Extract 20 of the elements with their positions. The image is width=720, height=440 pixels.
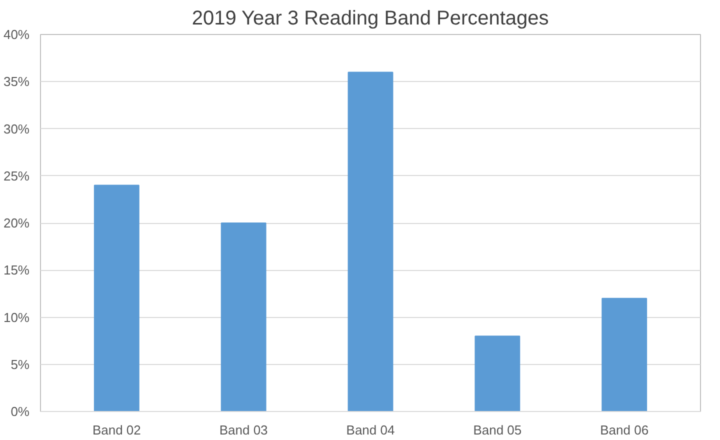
x-tick-label: Band 06 [600,422,649,438]
y-tick-label: 5% [10,356,30,372]
x-tick-label: Band 03 [219,422,268,438]
chart-title: 2019 Year 3 Reading Band Percentages [192,8,549,30]
bar [220,222,266,412]
x-tick-label: Band 05 [473,422,522,438]
y-tick-label: 10% [3,310,30,325]
y-tick-label: 40% [3,27,30,42]
y-tick-label: 0% [10,404,30,419]
y-tick-label: 35% [3,74,30,90]
y-tick-label: 25% [3,168,30,184]
bar [602,298,648,412]
y-tick-label: 30% [3,121,30,136]
y-tick-label: 15% [3,262,30,278]
bar [474,336,520,412]
bar [348,72,394,412]
bar [94,184,140,412]
y-tick-label: 20% [3,216,30,230]
x-tick-label: Band 04 [346,422,395,438]
x-tick-label: Band 02 [92,422,141,438]
